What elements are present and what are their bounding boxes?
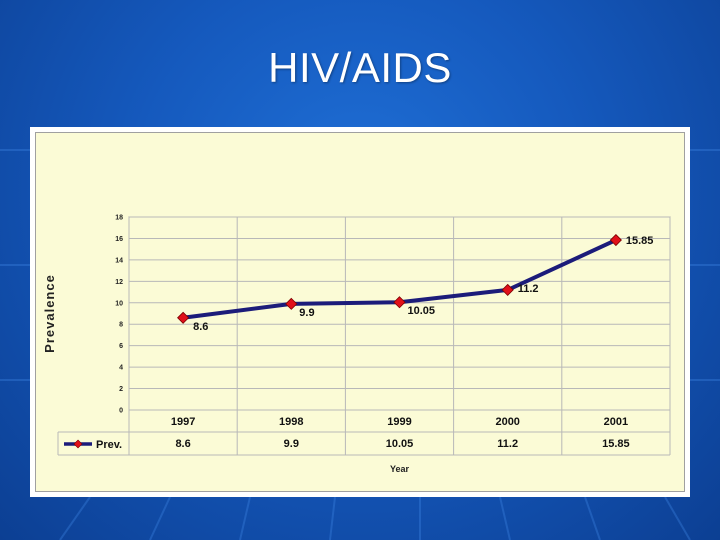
- y-tick-label: 4: [119, 365, 123, 372]
- table-value: 8.6: [175, 438, 190, 450]
- data-label: 9.9: [299, 307, 314, 319]
- data-label: 11.2: [518, 283, 539, 295]
- x-tick-label: 2001: [604, 416, 628, 428]
- x-tick-label: 1997: [171, 416, 195, 428]
- x-tick-label: 1999: [387, 416, 411, 428]
- slide-title: HIV/AIDS: [268, 44, 452, 91]
- data-point-marker: [177, 311, 190, 324]
- chart-area: 0 2 4 6 8 10 12 14 16 18 1997 1998 1999 2000 2001 8.6 9.…: [35, 132, 685, 492]
- y-tick-label: 8: [119, 322, 123, 329]
- table-value: 9.9: [284, 438, 299, 450]
- data-point-marker: [609, 233, 622, 247]
- table-value: 11.2: [497, 438, 518, 450]
- data-point-marker: [501, 283, 514, 296]
- y-tick-label: 16: [115, 236, 123, 243]
- legend-label: Prev.: [96, 439, 122, 451]
- data-label: 15.85: [626, 235, 654, 247]
- y-tick-label: 2: [119, 386, 123, 393]
- x-tick-label: 1998: [279, 416, 303, 428]
- y-tick-label: 0: [119, 408, 123, 415]
- y-tick-label: 6: [119, 343, 123, 350]
- table-value: 10.05: [386, 438, 414, 450]
- y-tick-label: 18: [115, 215, 123, 222]
- data-point-marker: [285, 297, 298, 310]
- legend-marker: [73, 439, 83, 449]
- y-tick-label: 10: [115, 300, 123, 307]
- data-label: 10.05: [408, 305, 436, 317]
- x-axis-title: Year: [390, 464, 410, 474]
- y-tick-label: 14: [115, 257, 123, 264]
- y-tick-label: 12: [115, 279, 123, 286]
- y-axis-title: Prevalence: [42, 274, 57, 353]
- x-tick-label: 2000: [495, 416, 519, 428]
- chart-frame: 0 2 4 6 8 10 12 14 16 18 1997 1998 1999 2000 2001 8.6 9.…: [30, 127, 690, 497]
- table-value: 15.85: [602, 438, 630, 450]
- data-label: 8.6: [193, 321, 208, 333]
- data-point-marker: [393, 296, 406, 309]
- line-chart: 0 2 4 6 8 10 12 14 16 18 1997 1998 1999 2000 2001 8.6 9.…: [42, 215, 671, 474]
